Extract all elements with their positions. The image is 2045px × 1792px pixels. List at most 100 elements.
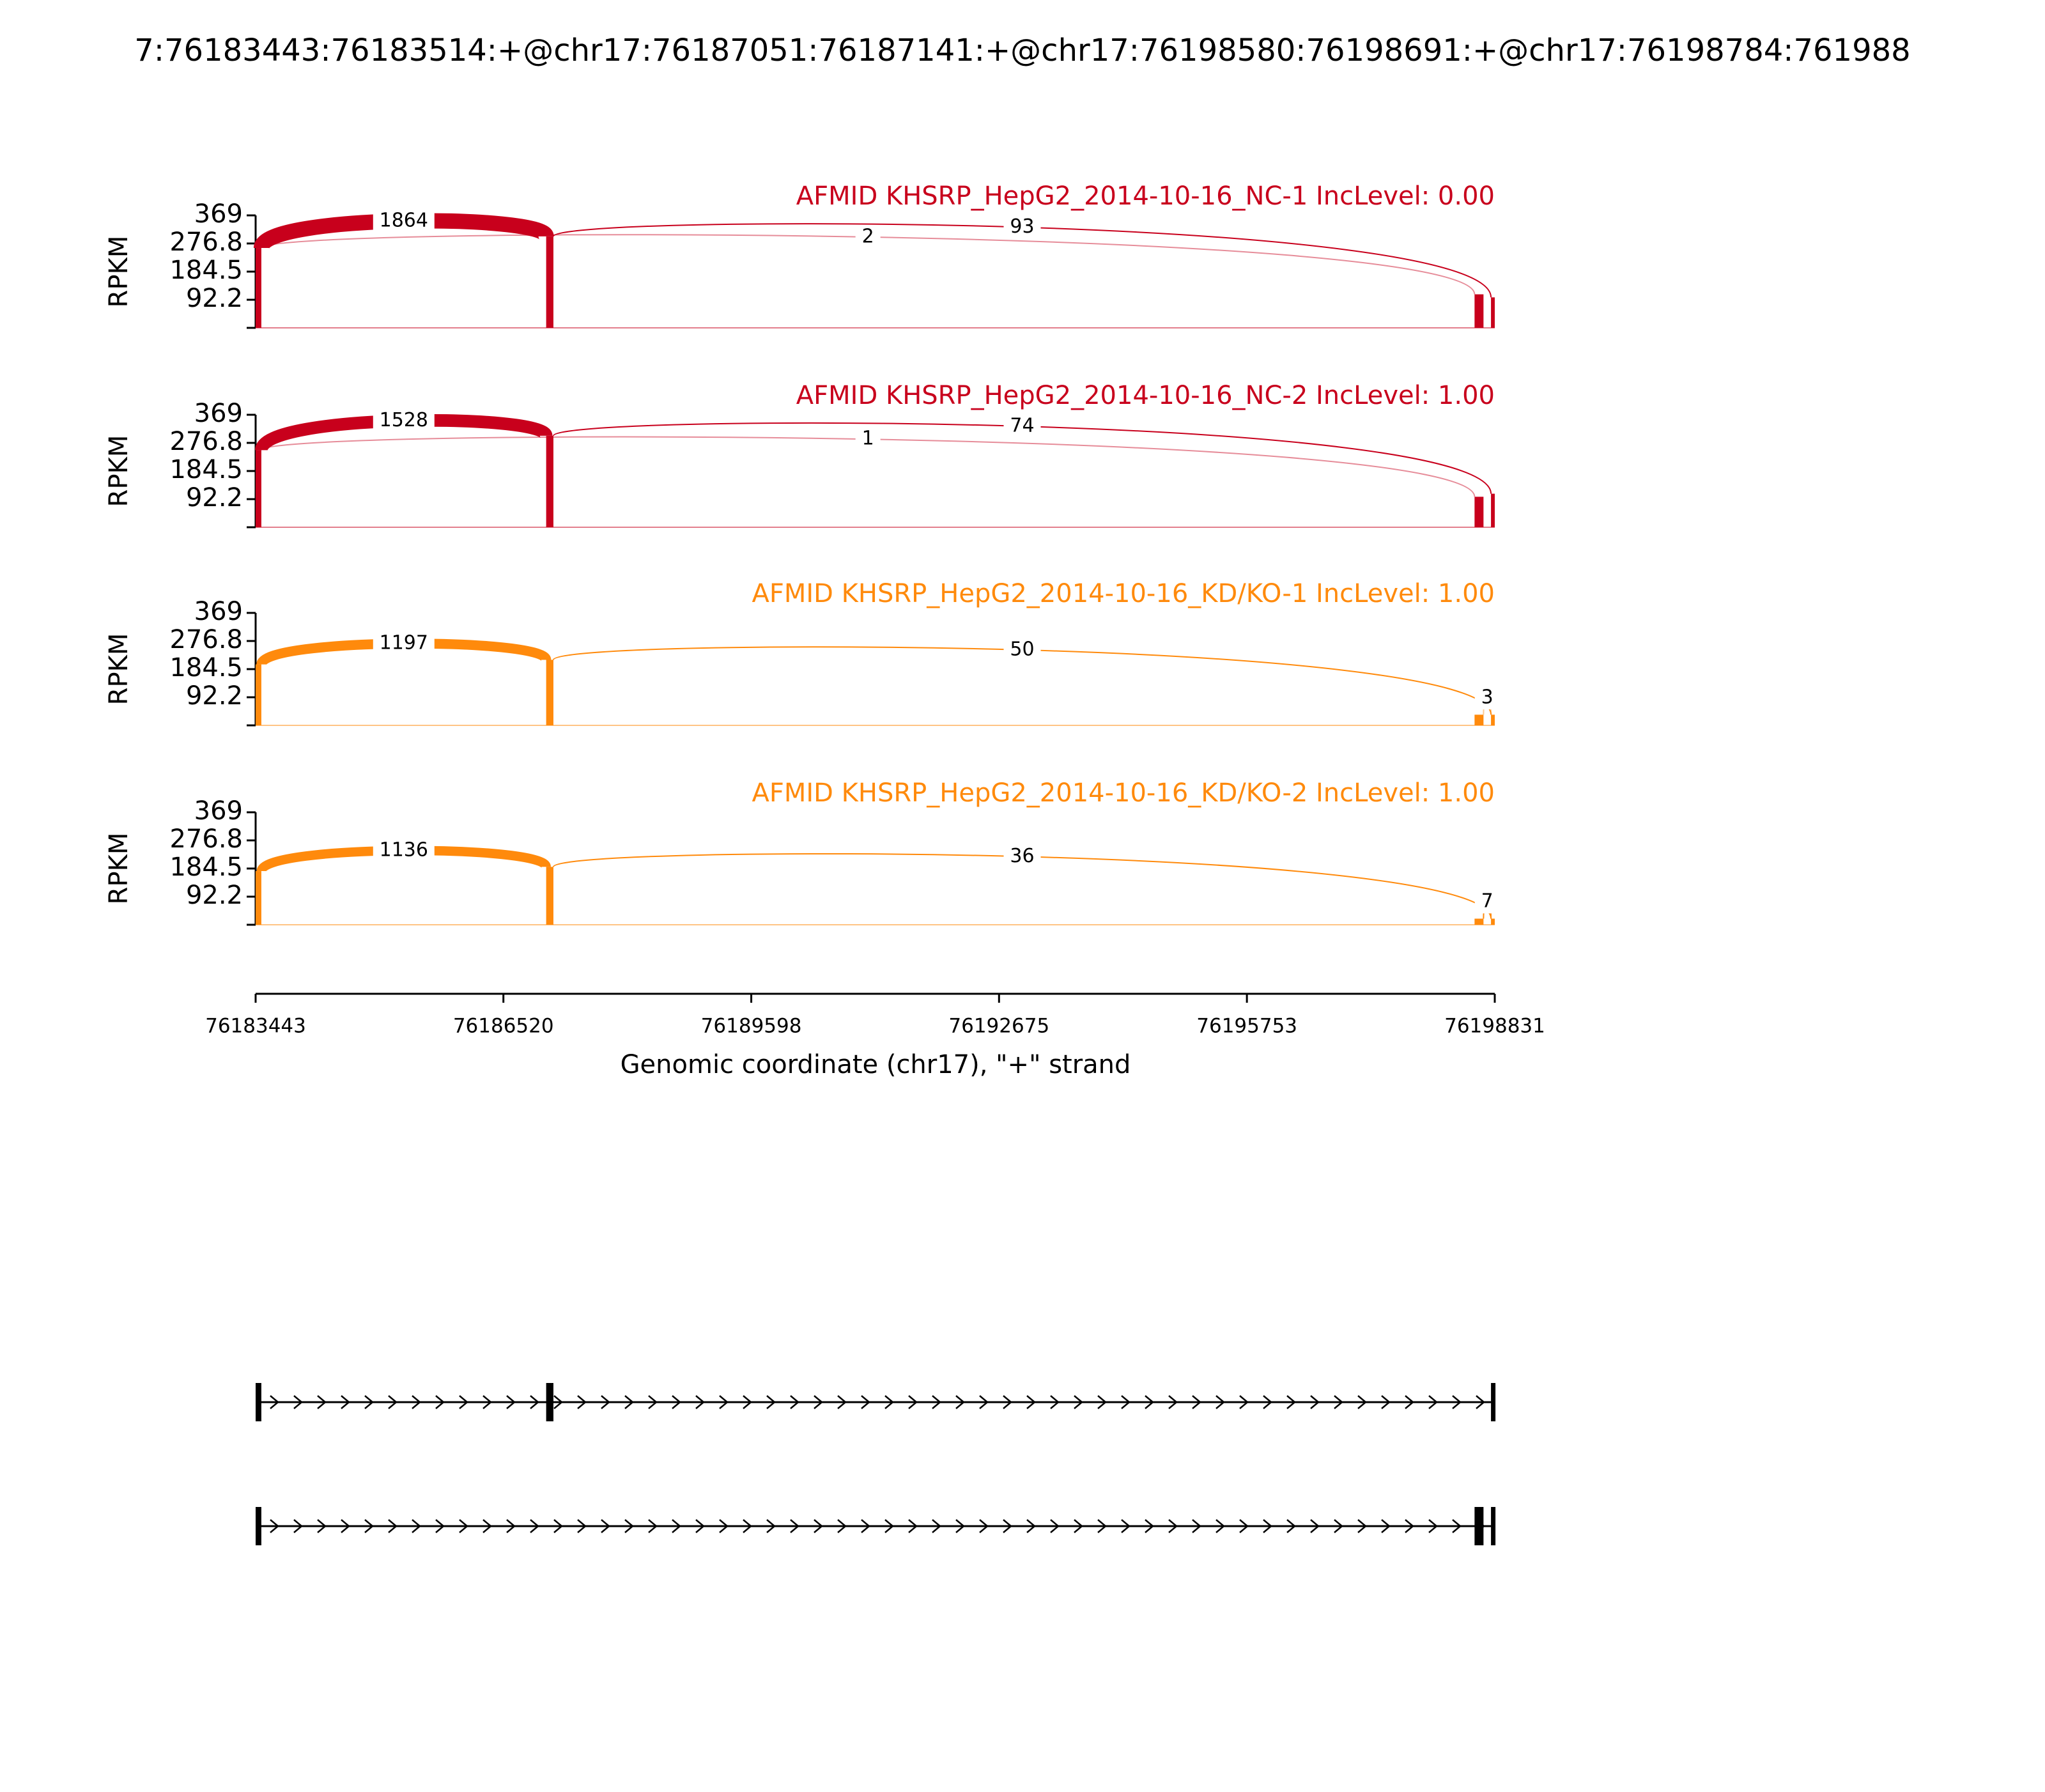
strand-chevron: [459, 1519, 468, 1533]
chart-title: 7:76183443:76183514:+@chr17:76187051:761…: [134, 33, 1910, 68]
coverage-bar: [1474, 497, 1484, 527]
coverage-bar: [256, 664, 261, 725]
y-tick-label: 276.8: [169, 824, 243, 854]
strand-chevron: [577, 1395, 587, 1409]
y-tick-label: 92.2: [186, 681, 243, 711]
strand-chevron: [270, 1519, 279, 1533]
strand-chevron: [1263, 1395, 1272, 1409]
strand-chevron: [648, 1519, 658, 1533]
strand-chevron: [1476, 1395, 1485, 1409]
coverage-bar: [1491, 918, 1495, 925]
exon: [1474, 1507, 1484, 1545]
strand-chevron: [908, 1519, 918, 1533]
x-tick-label: 76195753: [1196, 1015, 1297, 1038]
exon: [546, 1383, 553, 1421]
strand-chevron: [553, 1519, 563, 1533]
strand-chevron: [932, 1395, 941, 1409]
strand-chevron: [1026, 1395, 1036, 1409]
strand-chevron: [837, 1519, 847, 1533]
strand-chevron: [1168, 1519, 1178, 1533]
junction-label-bg: [855, 225, 881, 249]
strand-chevron: [270, 1395, 279, 1409]
x-axis-label: Genomic coordinate (chr17), "+" strand: [621, 1050, 1131, 1079]
strand-chevron: [814, 1395, 823, 1409]
track-title: AFMID KHSRP_HepG2_2014-10-16_KD/KO-2 Inc…: [752, 778, 1495, 808]
strand-chevron: [412, 1395, 421, 1409]
strand-chevron: [1405, 1519, 1414, 1533]
coverage-bar: [1491, 714, 1495, 725]
y-tick-label: 369: [194, 597, 243, 626]
strand-chevron: [695, 1395, 705, 1409]
coverage-bar: [546, 435, 553, 527]
track-title: AFMID KHSRP_HepG2_2014-10-16_KD/KO-1 Inc…: [752, 579, 1495, 608]
coverage-bar: [546, 236, 553, 328]
junction-label-bg: [855, 428, 881, 451]
y-tick-label: 92.2: [186, 284, 243, 313]
strand-chevron: [506, 1395, 516, 1409]
strand-chevron: [293, 1519, 303, 1533]
junction-label: 93: [1010, 215, 1034, 238]
strand-chevron: [979, 1395, 989, 1409]
x-tick-label: 76189598: [701, 1015, 802, 1038]
strand-chevron: [1286, 1395, 1296, 1409]
strand-chevron: [1121, 1519, 1131, 1533]
strand-chevron: [1050, 1519, 1060, 1533]
strand-chevron: [908, 1395, 918, 1409]
strand-chevron: [861, 1395, 870, 1409]
strand-chevron: [1192, 1519, 1201, 1533]
strand-chevron: [506, 1519, 516, 1533]
strand-chevron: [766, 1395, 776, 1409]
junction-label-bg: [373, 409, 435, 433]
y-tick-label: 92.2: [186, 881, 243, 910]
exon: [1491, 1507, 1496, 1545]
y-tick-label: 184.5: [169, 455, 243, 484]
junction-label-bg: [1003, 845, 1041, 869]
strand-chevron: [1452, 1395, 1462, 1409]
coverage-bar: [1491, 493, 1495, 527]
y-tick-label: 369: [194, 399, 243, 428]
y-tick-label: 276.8: [169, 625, 243, 654]
coverage-bar: [1474, 918, 1484, 925]
strand-chevron: [364, 1519, 374, 1533]
strand-chevron: [1405, 1395, 1414, 1409]
strand-chevron: [719, 1395, 729, 1409]
strand-chevron: [884, 1519, 894, 1533]
strand-chevron: [1334, 1395, 1343, 1409]
junction-label: 1136: [380, 838, 428, 861]
junction-label: 1528: [380, 409, 428, 431]
strand-chevron: [553, 1395, 563, 1409]
coverage-bar: [256, 871, 261, 925]
junction-label: 3: [1481, 686, 1493, 709]
y-axis-label: RPKM: [104, 633, 134, 706]
track-title: AFMID KHSRP_HepG2_2014-10-16_NC-2 IncLev…: [796, 381, 1495, 410]
strand-chevron: [672, 1519, 681, 1533]
strand-chevron: [814, 1519, 823, 1533]
coverage-bar: [1474, 714, 1484, 725]
strand-chevron: [624, 1395, 634, 1409]
strand-chevron: [766, 1519, 776, 1533]
strand-chevron: [1003, 1519, 1012, 1533]
strand-chevron: [601, 1395, 610, 1409]
strand-chevron: [1263, 1519, 1272, 1533]
strand-chevron: [1003, 1395, 1012, 1409]
strand-chevron: [435, 1395, 445, 1409]
coverage-bar: [546, 867, 553, 925]
strand-chevron: [1145, 1395, 1154, 1409]
strand-chevron: [1334, 1519, 1343, 1533]
strand-chevron: [1310, 1519, 1320, 1533]
junction-label-bg: [373, 209, 435, 233]
strand-chevron: [1074, 1395, 1083, 1409]
strand-chevron: [412, 1519, 421, 1533]
junction-label-bg: [1003, 638, 1041, 661]
strand-chevron: [317, 1395, 327, 1409]
strand-chevron: [601, 1519, 610, 1533]
strand-chevron: [1239, 1519, 1249, 1533]
coverage-bar: [256, 248, 261, 328]
strand-chevron: [1452, 1519, 1462, 1533]
strand-chevron: [719, 1519, 729, 1533]
y-tick-label: 184.5: [169, 256, 243, 285]
exon: [256, 1383, 261, 1421]
y-tick-label: 184.5: [169, 653, 243, 683]
